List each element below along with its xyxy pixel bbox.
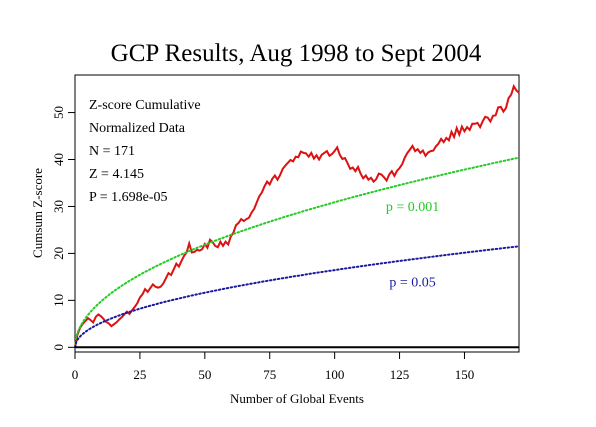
y-tick-label: 10 [51,294,66,307]
y-axis-label: Cumsum Z-score [30,168,45,258]
series-line-p-0-05 [74,245,520,349]
y-tick-label: 0 [51,344,66,351]
x-tick-label: 125 [390,367,410,382]
x-tick-label: 50 [198,367,211,382]
x-tick-label: 100 [325,367,345,382]
series-line-cumsum [74,83,520,348]
y-tick-label: 50 [51,106,66,119]
annotation-p001: p = 0.001 [386,200,439,215]
y-tick-label: 40 [51,153,66,166]
y-tick-label: 20 [51,247,66,260]
chart-title: GCP Results, Aug 1998 to Sept 2004 [111,40,482,67]
x-tick-label: 150 [455,367,475,382]
stats-box: Z-score Cumulative Normalized Data N = 1… [89,98,201,205]
y-axis: 0 10 20 30 40 50 [51,106,75,351]
x-axis: 0 25 50 75 100 125 150 [72,352,474,382]
plot-area [74,83,520,349]
stat-line-normalized: Normalized Data [89,121,186,136]
plot-frame [74,74,520,353]
annotation-p05: p = 0.05 [389,275,435,290]
series-line-p-0-001 [74,156,520,349]
stat-line-n: N = 171 [89,144,135,159]
stat-line-title: Z-score Cumulative [89,98,201,113]
stat-line-z: Z = 4.145 [89,167,144,182]
y-tick-label: 30 [51,200,66,213]
x-axis-label: Number of Global Events [230,391,364,406]
x-tick-label: 0 [72,367,79,382]
stat-line-p: P = 1.698e-05 [89,190,168,205]
x-tick-label: 25 [133,367,146,382]
x-tick-label: 75 [263,367,276,382]
